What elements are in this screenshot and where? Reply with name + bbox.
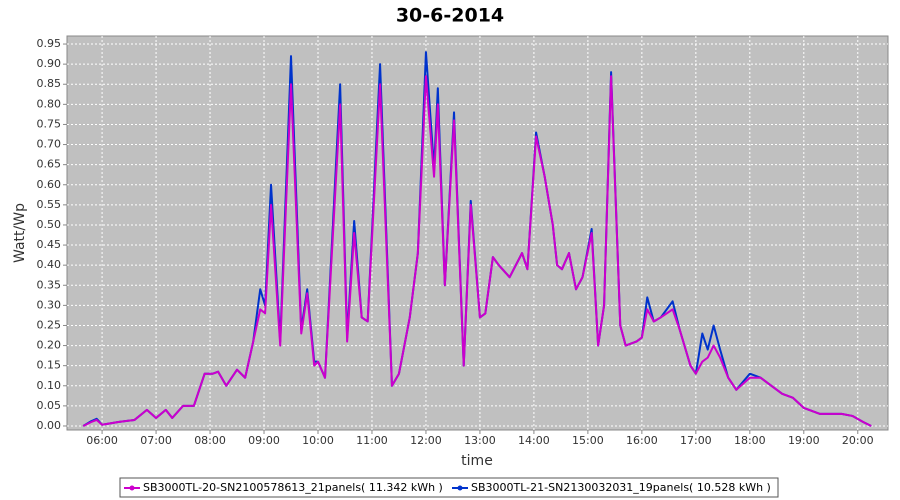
y-tick-label: 0.55	[37, 198, 62, 211]
y-tick-label: 0.30	[37, 298, 62, 311]
y-tick-label: 0.00	[37, 419, 62, 432]
y-tick-label: 0.75	[37, 117, 62, 130]
y-tick-label: 0.95	[37, 37, 62, 50]
y-tick-label: 0.90	[37, 57, 62, 70]
x-tick-label: 16:00	[626, 434, 658, 447]
series-line	[82, 75, 872, 427]
x-axis-label: time	[461, 453, 493, 469]
x-tick-label: 10:00	[302, 434, 334, 447]
y-tick-label: 0.40	[37, 258, 62, 271]
x-tick-label: 17:00	[680, 434, 712, 447]
x-tick-label: 15:00	[572, 434, 604, 447]
y-tick-label: 0.15	[37, 359, 62, 372]
x-tick-label: 08:00	[194, 434, 226, 447]
y-tick-label: 0.80	[37, 97, 62, 110]
x-tick-label: 18:00	[734, 434, 766, 447]
y-axis-label: Watt/Wp	[12, 203, 28, 263]
x-tick-label: 14:00	[518, 434, 550, 447]
y-tick-label: 0.35	[37, 278, 62, 291]
y-tick-label: 0.45	[37, 238, 62, 251]
y-tick-label: 0.25	[37, 318, 62, 331]
x-tick-label: 12:00	[410, 434, 442, 447]
y-tick-label: 0.60	[37, 178, 62, 191]
x-tick-label: 11:00	[356, 434, 388, 447]
plot-area	[66, 35, 889, 431]
legend-label: SB3000TL-21-SN2130032031_19panels( 10.52…	[471, 481, 771, 494]
legend-label: SB3000TL-20-SN2100578613_21panels( 11.34…	[143, 481, 443, 494]
chart-title: 30-6-2014	[396, 5, 504, 27]
legend-swatch-dot	[129, 485, 135, 491]
y-tick-label: 0.85	[37, 77, 62, 90]
y-tick-label: 0.10	[37, 379, 62, 392]
y-tick-label: 0.05	[37, 399, 62, 412]
x-tick-label: 07:00	[140, 434, 172, 447]
legend-swatch-dot	[457, 485, 463, 491]
legend	[119, 477, 779, 498]
x-tick-label: 09:00	[248, 434, 280, 447]
y-tick-label: 0.20	[37, 339, 62, 352]
y-tick-label: 0.70	[37, 138, 62, 151]
x-tick-label: 20:00	[842, 434, 874, 447]
x-tick-label: 06:00	[86, 434, 118, 447]
x-tick-label: 19:00	[788, 434, 820, 447]
x-tick-label: 13:00	[464, 434, 496, 447]
y-tick-label: 0.65	[37, 158, 62, 171]
y-tick-label: 0.50	[37, 218, 62, 231]
